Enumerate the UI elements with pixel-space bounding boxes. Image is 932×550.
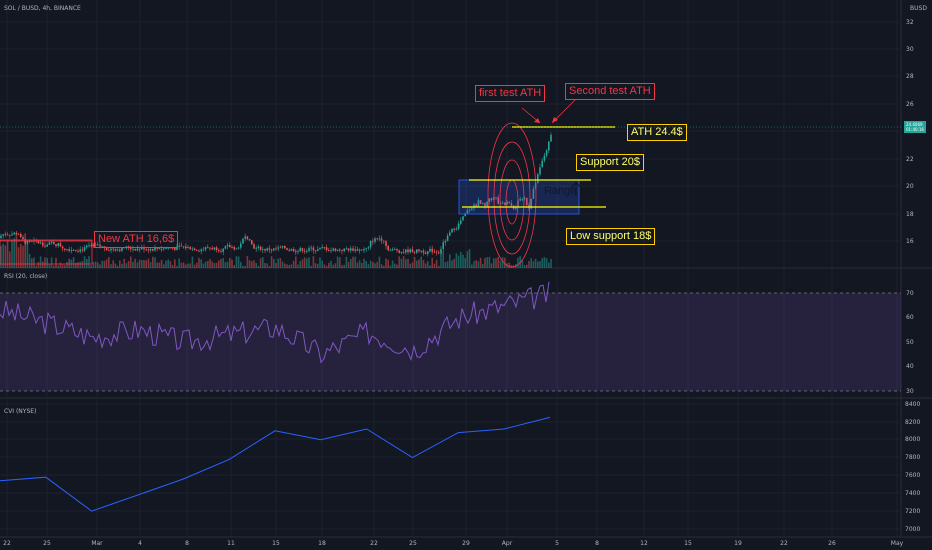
cvi-tick: 7600	[905, 472, 920, 479]
cvi-tick: 8200	[905, 419, 920, 426]
annotation-first-test[interactable]: first test ATH	[475, 85, 546, 102]
cvi-title[interactable]: CVI (NYSE)	[4, 408, 37, 415]
time-tick: 29	[462, 540, 470, 547]
cvi-tick: 8000	[905, 436, 920, 443]
time-tick: 18	[318, 540, 326, 547]
price-tick: 32	[906, 19, 914, 26]
cvi-tick: 7400	[905, 490, 920, 497]
annotation-new-ath[interactable]: New ATH 16,6$	[94, 231, 179, 248]
rsi-line	[0, 281, 550, 364]
time-tick: 26	[828, 540, 836, 547]
grid	[0, 0, 901, 537]
annotation-second-test[interactable]: Second test ATH	[565, 83, 655, 100]
time-tick: Apr	[502, 540, 513, 547]
last-price: 24.4069	[906, 122, 923, 127]
time-tick: 15	[684, 540, 692, 547]
time-tick: 22	[780, 540, 788, 547]
time-tick: May	[891, 540, 904, 547]
time-tick: 12	[640, 540, 648, 547]
time-tick: 22	[3, 540, 11, 547]
cvi-axis[interactable]: 8400 8200 8000 7800 7600 7400 7200 7000	[905, 401, 920, 533]
rsi-tick: 70	[906, 290, 914, 297]
volume-bars	[0, 233, 552, 268]
rsi-tick: 40	[906, 363, 914, 370]
time-tick: 19	[734, 540, 742, 547]
time-tick: 25	[409, 540, 417, 547]
price-tick: 26	[906, 101, 914, 108]
cvi-tick: 7000	[905, 526, 920, 533]
range-box[interactable]	[458, 179, 580, 215]
cvi-tick: 8400	[905, 401, 920, 408]
annotation-range[interactable]: Range	[544, 185, 577, 197]
time-tick: 8	[185, 540, 189, 547]
time-tick: 5	[555, 540, 559, 547]
time-tick: 11	[227, 540, 235, 547]
price-tick: 18	[906, 211, 914, 218]
time-tick: Mar	[91, 540, 103, 547]
rsi-tick: 60	[906, 314, 914, 321]
time-tick: 25	[43, 540, 51, 547]
price-tick: 28	[906, 73, 914, 80]
rsi-axis[interactable]: 70 60 50 40 30	[906, 290, 914, 395]
cvi-tick: 7800	[905, 454, 920, 461]
new-ath-box[interactable]	[0, 239, 93, 265]
time-axis[interactable]: 22 25 Mar 4 8 11 15 18 22 25 29 Apr 5 8 12 15 19 22 26 May	[3, 540, 903, 547]
countdown: 01:40:16	[906, 127, 924, 132]
rsi-title[interactable]: RSI (20, close)	[4, 273, 48, 280]
price-tick: 20	[906, 183, 914, 190]
rsi-band	[0, 293, 901, 391]
annotation-ath[interactable]: ATH 24.4$	[627, 124, 687, 141]
annotation-low-support[interactable]: Low support 18$	[566, 228, 656, 245]
symbol-title[interactable]: SOL / BUSD, 4h, BINANCE	[4, 5, 81, 12]
time-tick: 22	[370, 540, 378, 547]
time-tick: 8	[595, 540, 599, 547]
time-tick: 4	[138, 540, 142, 547]
annotation-support20[interactable]: Support 20$	[576, 154, 644, 171]
time-tick: 15	[272, 540, 280, 547]
cvi-tick: 7200	[905, 508, 920, 515]
price-tick: 22	[906, 156, 914, 163]
test-ellipses	[487, 122, 537, 268]
currency-label: BUSD	[910, 5, 927, 12]
cvi-line	[0, 416, 551, 512]
rsi-tick: 50	[906, 339, 914, 346]
rsi-tick: 30	[906, 388, 914, 395]
price-tick: 30	[906, 46, 914, 53]
price-tick: 16	[906, 238, 914, 245]
last-price-tag: 24.4069 01:40:16	[904, 121, 926, 133]
